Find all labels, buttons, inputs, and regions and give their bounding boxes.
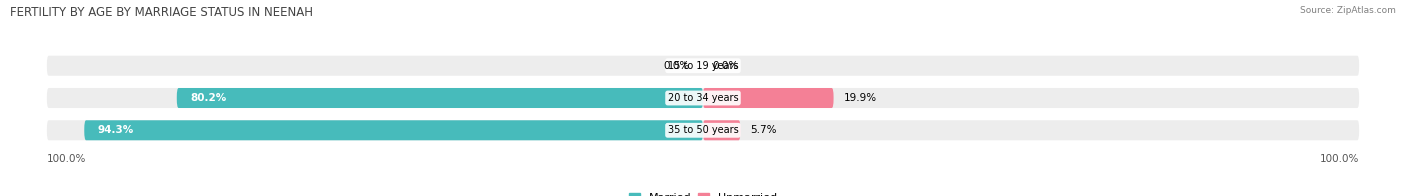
Legend: Married, Unmarried: Married, Unmarried	[624, 188, 782, 196]
FancyBboxPatch shape	[703, 88, 834, 108]
Text: 80.2%: 80.2%	[190, 93, 226, 103]
Text: 100.0%: 100.0%	[1320, 153, 1360, 163]
Text: 5.7%: 5.7%	[751, 125, 776, 135]
FancyBboxPatch shape	[84, 120, 703, 140]
Text: 0.0%: 0.0%	[713, 61, 740, 71]
Text: 94.3%: 94.3%	[97, 125, 134, 135]
FancyBboxPatch shape	[177, 88, 703, 108]
Text: 20 to 34 years: 20 to 34 years	[668, 93, 738, 103]
FancyBboxPatch shape	[46, 120, 1360, 140]
Text: FERTILITY BY AGE BY MARRIAGE STATUS IN NEENAH: FERTILITY BY AGE BY MARRIAGE STATUS IN N…	[10, 6, 314, 19]
Text: 15 to 19 years: 15 to 19 years	[668, 61, 738, 71]
Text: 100.0%: 100.0%	[46, 153, 86, 163]
FancyBboxPatch shape	[46, 88, 1360, 108]
FancyBboxPatch shape	[703, 120, 741, 140]
Text: 0.0%: 0.0%	[664, 61, 690, 71]
Text: 19.9%: 19.9%	[844, 93, 876, 103]
Text: Source: ZipAtlas.com: Source: ZipAtlas.com	[1301, 6, 1396, 15]
Text: 35 to 50 years: 35 to 50 years	[668, 125, 738, 135]
FancyBboxPatch shape	[46, 56, 1360, 76]
